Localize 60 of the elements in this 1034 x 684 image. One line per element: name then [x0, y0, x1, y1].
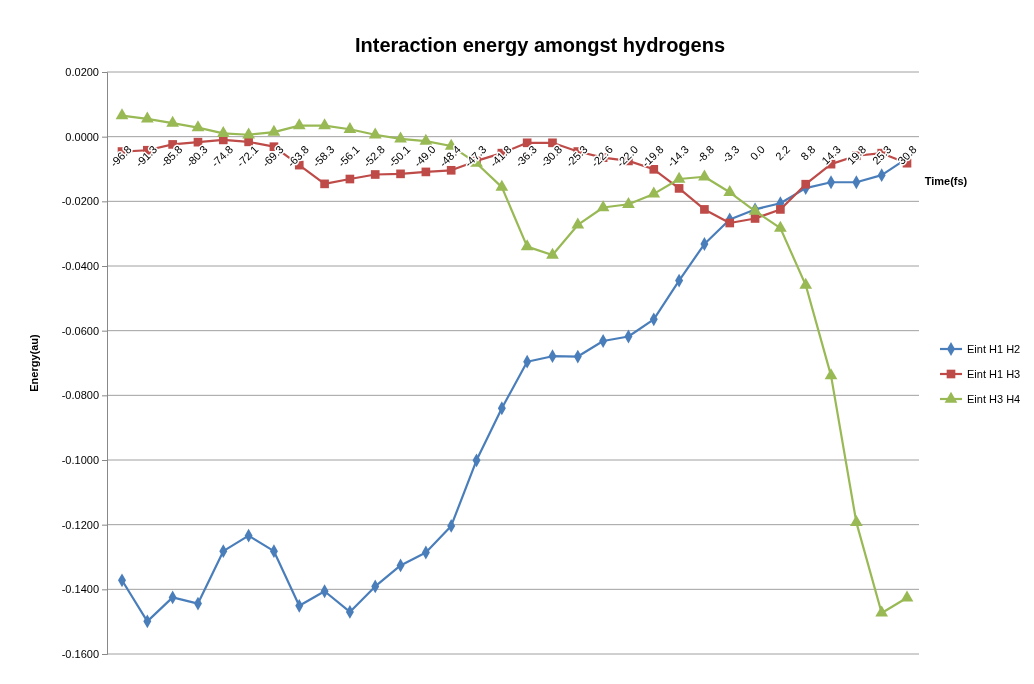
legend-label: Eint H3 H4 — [967, 392, 1021, 405]
y-tick-label: 0.0200 — [65, 66, 99, 79]
x-tick-label: -8.8 — [694, 143, 717, 165]
chart-title: Interaction energy amongst hydrogens — [354, 34, 726, 56]
point — [622, 196, 635, 208]
x-tick-label: -3.3 — [719, 143, 742, 165]
point — [216, 126, 230, 138]
y-tick-label: -0.1200 — [61, 518, 99, 531]
point — [571, 217, 585, 229]
point — [166, 115, 179, 127]
point — [596, 200, 610, 212]
point — [900, 590, 914, 602]
point — [370, 170, 380, 179]
point — [140, 111, 154, 123]
point — [672, 171, 686, 183]
point — [242, 127, 255, 139]
point — [419, 133, 433, 145]
point — [776, 205, 785, 214]
y-tick-label: 0.0000 — [65, 130, 99, 143]
point — [674, 184, 684, 193]
y-tick-label: -0.0200 — [61, 195, 99, 208]
point — [799, 277, 813, 289]
point — [115, 108, 129, 120]
point — [698, 169, 711, 181]
point — [446, 165, 456, 175]
y-tick-label: -0.1600 — [61, 648, 99, 661]
point — [394, 131, 407, 143]
y-tick-label: -0.1000 — [61, 454, 99, 467]
y-tick-label: -0.1400 — [61, 583, 99, 596]
x-axis-title: Time(fs) — [924, 174, 968, 187]
point — [495, 179, 509, 191]
x-tick-label: 30.8 — [895, 143, 919, 167]
point — [723, 184, 737, 196]
point — [647, 186, 661, 198]
point — [725, 218, 735, 228]
point — [850, 515, 863, 527]
point — [774, 220, 787, 232]
point — [700, 205, 709, 214]
legend-label: Eint H1 H2 — [967, 342, 1021, 355]
legend-label: Eint H1 H3 — [967, 367, 1021, 380]
y-axis-title: Energy(au) — [28, 333, 40, 392]
x-tick-label: 0.0 — [747, 143, 767, 163]
point — [267, 124, 281, 136]
point — [292, 118, 306, 130]
point — [191, 120, 205, 132]
point — [318, 118, 331, 130]
point — [801, 179, 811, 189]
y-tick-label: -0.0400 — [61, 260, 99, 273]
x-tick-label: 8.8 — [798, 143, 818, 163]
point — [875, 605, 889, 617]
point — [343, 121, 357, 133]
point — [396, 169, 405, 179]
point — [368, 127, 382, 139]
y-tick-label: -0.0800 — [61, 389, 99, 402]
point — [824, 368, 838, 380]
x-tick-label: 2.2 — [772, 143, 793, 163]
point — [546, 247, 559, 259]
y-tick-label: -0.0600 — [61, 324, 99, 337]
point — [520, 239, 534, 251]
point — [320, 179, 329, 189]
